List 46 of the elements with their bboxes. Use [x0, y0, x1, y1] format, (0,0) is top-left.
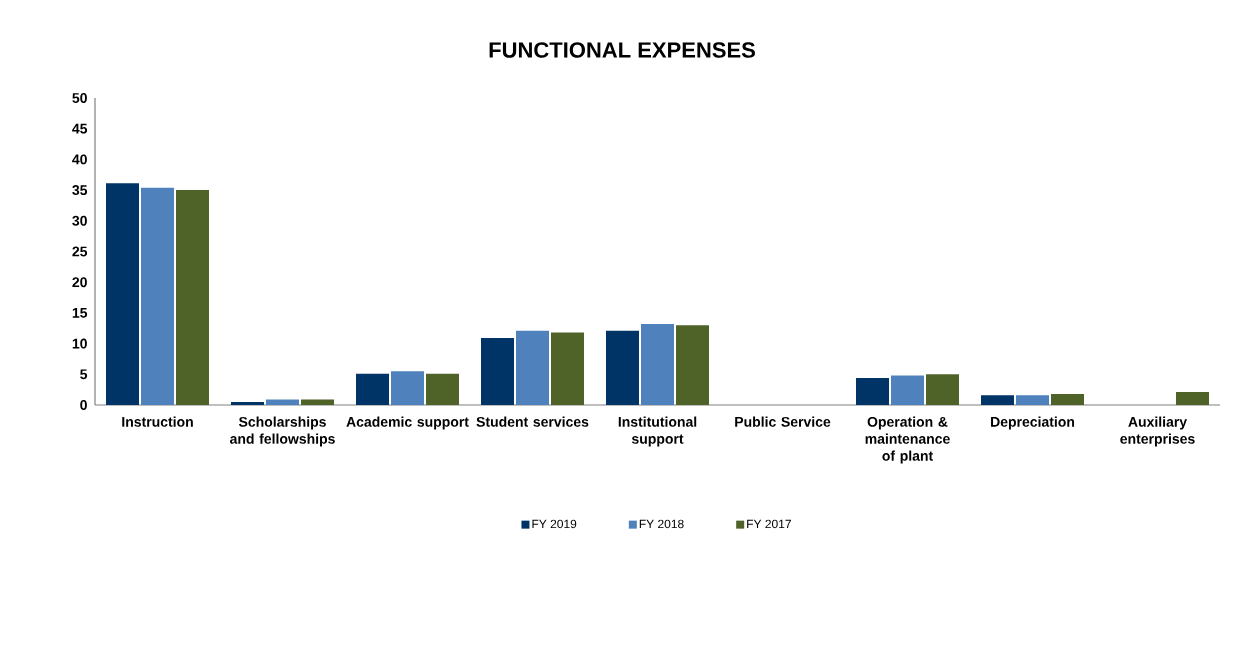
bar [266, 399, 300, 405]
y-tick-label: 40 [72, 154, 87, 165]
x-tick-label: Public Service [735, 416, 831, 427]
y-tick-label: 35 [72, 185, 88, 196]
x-tick-label: Auxiliary enterprises [1120, 416, 1195, 447]
legend-label: FY 2018 [639, 519, 684, 529]
bar [356, 373, 390, 405]
y-tick-label: 5 [80, 369, 88, 380]
bar [1176, 392, 1209, 405]
bar [426, 373, 460, 405]
bar [391, 371, 425, 405]
y-tick-label: 0 [80, 400, 87, 410]
x-tick-label: Depreciation [991, 416, 1075, 430]
bar [481, 338, 515, 405]
y-tick-label: 20 [72, 277, 87, 288]
y-tick-label: 50 [72, 93, 87, 103]
x-tick-label: Academic support [346, 416, 469, 430]
bar [606, 330, 640, 405]
y-tick-label: 10 [72, 338, 87, 349]
x-tick-label: Instruction [122, 416, 193, 427]
bar [1016, 395, 1050, 405]
x-tick-label: Scholarships and fellowships [230, 416, 335, 447]
bar [981, 395, 1015, 405]
bar [926, 374, 960, 405]
y-tick-label: 25 [72, 246, 88, 257]
x-tick-label: Institutional support [618, 416, 697, 447]
bar [891, 375, 925, 405]
bar [176, 190, 210, 405]
y-tick-label: 30 [72, 215, 87, 226]
x-tick-label: Student services [476, 416, 589, 427]
bar [106, 183, 140, 405]
legend-label: FY 2017 [747, 519, 791, 529]
bar [516, 330, 550, 405]
legend-label: FY 2019 [532, 519, 577, 529]
bar [231, 401, 265, 405]
bar [641, 323, 675, 405]
y-tick-label: 15 [72, 308, 88, 318]
bar [1051, 393, 1084, 405]
bar [551, 332, 585, 405]
bar [141, 187, 175, 405]
x-tick-label: Operation & maintenance of plant [865, 416, 950, 464]
bar [856, 377, 890, 405]
chart-title: FUNCTIONAL EXPENSES [489, 42, 755, 58]
y-tick-label: 45 [72, 123, 88, 134]
bar [676, 325, 710, 405]
bar [301, 399, 335, 405]
